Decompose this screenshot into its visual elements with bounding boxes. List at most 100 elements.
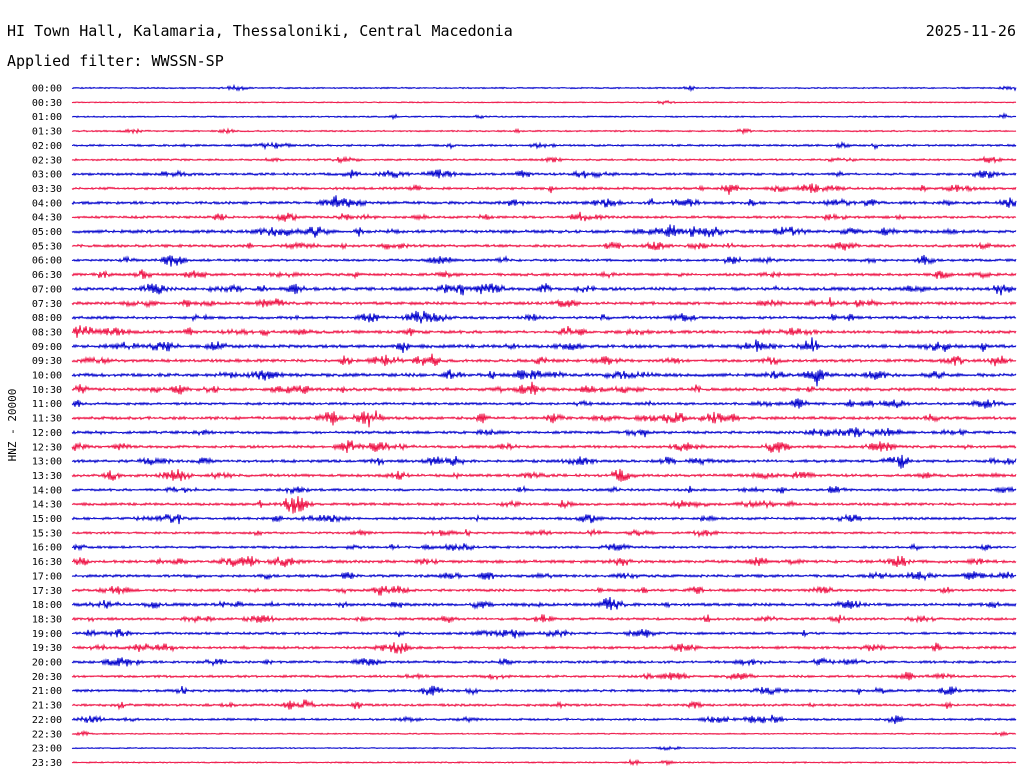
seismic-trace xyxy=(71,570,1017,582)
seismic-trace xyxy=(71,555,1017,568)
trace-time-label: 12:30 xyxy=(32,442,62,453)
seismic-trace xyxy=(71,496,1017,514)
trace-time-label: 01:30 xyxy=(32,127,62,138)
seismic-trace xyxy=(71,542,1017,552)
seismic-trace xyxy=(71,224,1017,238)
trace-time-label: 16:00 xyxy=(32,543,62,554)
seismic-trace xyxy=(71,596,1017,611)
seismic-trace xyxy=(71,195,1017,208)
trace-time-label: 19:00 xyxy=(32,629,62,640)
seismic-trace xyxy=(71,369,1017,387)
seismic-trace xyxy=(71,656,1017,667)
trace-time-label: 15:30 xyxy=(32,528,62,539)
seismic-trace xyxy=(71,685,1017,696)
trace-time-label: 02:00 xyxy=(32,141,62,152)
trace-time-label: 04:30 xyxy=(32,213,62,224)
trace-time-label: 10:30 xyxy=(32,385,62,396)
seismic-trace xyxy=(71,283,1017,296)
trace-time-label: 22:00 xyxy=(32,715,62,726)
trace-time-label: 19:30 xyxy=(32,643,62,654)
trace-time-label: 18:30 xyxy=(32,614,62,625)
seismic-trace xyxy=(71,183,1017,195)
station-title: HI Town Hall, Kalamaria, Thessaloniki, C… xyxy=(7,22,513,40)
trace-time-label: 03:30 xyxy=(32,184,62,195)
seismic-trace xyxy=(71,758,1017,767)
trace-time-label: 00:00 xyxy=(32,84,62,95)
trace-time-label: 09:30 xyxy=(32,356,62,367)
trace-time-label: 13:00 xyxy=(32,457,62,468)
trace-time-label: 05:00 xyxy=(32,227,62,238)
seismic-trace xyxy=(71,83,1017,93)
seismic-trace xyxy=(71,398,1017,409)
trace-time-label: 23:00 xyxy=(32,744,62,755)
seismic-trace xyxy=(71,99,1017,106)
seismic-trace xyxy=(71,381,1017,395)
seismic-trace xyxy=(71,112,1017,121)
seismic-trace xyxy=(71,269,1017,280)
seismic-trace xyxy=(72,642,1017,654)
seismic-trace xyxy=(71,729,1017,738)
trace-time-label: 13:30 xyxy=(32,471,62,482)
seismic-trace xyxy=(71,155,1017,165)
seismic-trace xyxy=(71,310,1017,324)
trace-time-label: 21:00 xyxy=(32,686,62,697)
seismic-trace xyxy=(71,485,1017,495)
trace-time-label: 23:30 xyxy=(32,758,62,769)
seismic-trace xyxy=(71,671,1017,681)
seismic-trace xyxy=(71,325,1017,338)
trace-time-label: 09:00 xyxy=(32,342,62,353)
trace-time-label: 08:30 xyxy=(32,327,62,338)
trace-time-label: 03:00 xyxy=(32,170,62,181)
trace-time-label: 18:00 xyxy=(32,600,62,611)
date-label: 2025-11-26 xyxy=(926,22,1016,40)
trace-time-label: 10:00 xyxy=(32,371,62,382)
seismic-trace xyxy=(71,427,1017,438)
trace-time-label: 08:00 xyxy=(32,313,62,324)
trace-time-label: 12:00 xyxy=(32,428,62,439)
trace-time-label: 00:30 xyxy=(32,98,62,109)
trace-time-label: 05:30 xyxy=(32,241,62,252)
seismic-trace xyxy=(71,528,1017,539)
seismic-trace xyxy=(71,254,1017,267)
trace-time-label: 22:30 xyxy=(32,729,62,740)
seismic-trace xyxy=(71,513,1017,525)
trace-time-label: 11:30 xyxy=(32,414,62,425)
seismic-trace xyxy=(71,211,1017,222)
seismic-trace xyxy=(71,337,1017,353)
seismic-trace xyxy=(71,127,1017,136)
trace-time-label: 11:00 xyxy=(32,399,62,410)
trace-group: 00:00 00:30 01:00 01:30 02:00 02:30 03:00 03:30… xyxy=(32,83,1017,769)
trace-time-label: 07:00 xyxy=(32,284,62,295)
trace-time-label: 17:30 xyxy=(32,586,62,597)
trace-time-label: 04:00 xyxy=(32,198,62,209)
trace-time-label: 16:30 xyxy=(32,557,62,568)
seismic-trace xyxy=(71,585,1017,596)
trace-time-label: 17:00 xyxy=(32,571,62,582)
trace-time-label: 20:00 xyxy=(32,658,62,669)
trace-time-label: 21:30 xyxy=(32,701,62,712)
seismic-trace xyxy=(71,628,1017,639)
trace-time-label: 20:30 xyxy=(32,672,62,683)
trace-time-label: 14:30 xyxy=(32,500,62,511)
trace-time-label: 15:00 xyxy=(32,514,62,525)
seismic-trace xyxy=(71,440,1017,454)
trace-time-label: 02:30 xyxy=(32,155,62,166)
trace-time-label: 06:00 xyxy=(32,256,62,267)
seismic-trace xyxy=(71,614,1017,624)
seismic-trace xyxy=(71,169,1017,179)
seismic-trace xyxy=(71,297,1017,309)
seismic-trace xyxy=(71,468,1017,482)
y-axis-label: HNZ - 20000 xyxy=(6,389,19,462)
seismic-trace xyxy=(71,745,1017,752)
seismic-trace xyxy=(71,699,1017,711)
seismic-trace xyxy=(71,241,1017,251)
seismic-trace xyxy=(71,714,1017,725)
seismic-trace xyxy=(71,353,1017,367)
trace-time-label: 01:00 xyxy=(32,112,62,123)
trace-time-label: 14:00 xyxy=(32,485,62,496)
trace-time-label: 06:30 xyxy=(32,270,62,281)
filter-label: Applied filter: WWSSN-SP xyxy=(7,52,224,70)
trace-time-label: 07:30 xyxy=(32,299,62,310)
seismic-trace xyxy=(71,410,1017,428)
